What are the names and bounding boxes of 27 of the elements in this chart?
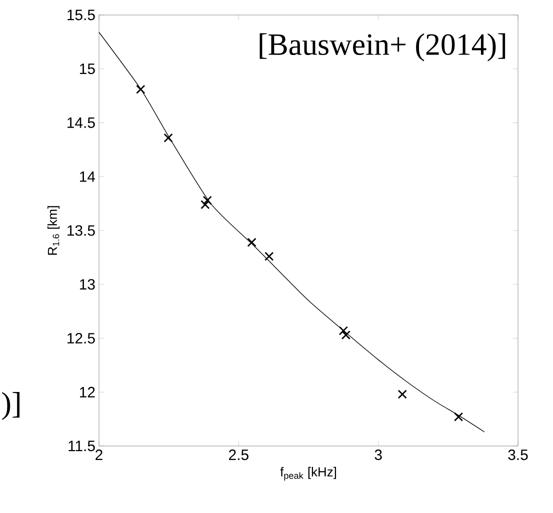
y-tick-label: 11.5 bbox=[68, 440, 95, 452]
point bbox=[454, 412, 464, 422]
point bbox=[164, 133, 173, 142]
point bbox=[264, 252, 274, 261]
annotation: [Bauswein+ (2014)] bbox=[260, 33, 506, 62]
x-tick-label: 2 bbox=[96, 450, 102, 460]
y-tick-label: 13.5 bbox=[68, 225, 95, 236]
y-tick-label: 15.5 bbox=[68, 10, 95, 20]
point bbox=[136, 84, 146, 94]
y-tick-label: 12.5 bbox=[68, 332, 95, 344]
x-tick-label: 3.5 bbox=[508, 450, 528, 460]
x-tick-label: 3 bbox=[374, 450, 382, 460]
y-tick-label: 13 bbox=[80, 279, 95, 290]
x-tick-label: 2.5 bbox=[229, 450, 248, 460]
x-axis-title: f$_{peak}$ [kHz] bbox=[280, 466, 336, 481]
point bbox=[202, 196, 212, 205]
y-tick-label: 15 bbox=[80, 64, 95, 74]
y-tick-label: 14.5 bbox=[68, 118, 95, 128]
y-axis-title: R$_{1.6}$ [km] bbox=[47, 206, 60, 255]
text: )] bbox=[2, 392, 20, 420]
point bbox=[200, 200, 210, 210]
point bbox=[338, 326, 348, 336]
point bbox=[247, 238, 256, 247]
point bbox=[341, 330, 351, 340]
point bbox=[398, 390, 407, 399]
y-tick-label: 14 bbox=[80, 171, 96, 182]
y-tick-label: 12 bbox=[80, 386, 95, 398]
